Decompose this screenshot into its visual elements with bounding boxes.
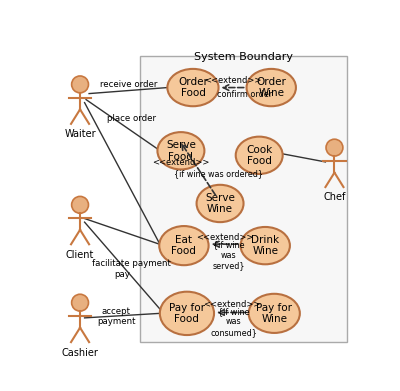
Text: receive order: receive order: [100, 80, 157, 89]
Text: Serve
Food: Serve Food: [166, 140, 196, 161]
Text: Waiter: Waiter: [64, 129, 96, 139]
Text: {if wine
was
consumed}: {if wine was consumed}: [210, 307, 257, 337]
Ellipse shape: [249, 294, 300, 333]
Text: {if wine was ordered}: {if wine was ordered}: [174, 169, 263, 178]
Text: Client: Client: [66, 250, 94, 260]
Ellipse shape: [167, 69, 218, 106]
Text: <<extend>>: <<extend>>: [204, 76, 261, 85]
Text: <<extend>>: <<extend>>: [204, 300, 261, 309]
Text: Drink
Wine: Drink Wine: [251, 235, 279, 256]
Text: place order: place order: [107, 114, 156, 123]
Bar: [140, 56, 346, 342]
Circle shape: [72, 196, 88, 213]
Text: {if wine
was
served}: {if wine was served}: [212, 240, 245, 270]
Text: Pay for
Wine: Pay for Wine: [256, 303, 292, 324]
Text: Order
Wine: Order Wine: [256, 77, 286, 99]
Ellipse shape: [240, 227, 290, 264]
Text: Eat
Food: Eat Food: [172, 235, 196, 256]
Circle shape: [72, 294, 88, 311]
Text: Serve
Wine: Serve Wine: [205, 193, 235, 214]
Text: confirm order: confirm order: [216, 90, 272, 99]
Text: <<extend>>: <<extend>>: [196, 233, 253, 242]
Ellipse shape: [196, 185, 244, 222]
Circle shape: [72, 76, 88, 93]
Ellipse shape: [158, 132, 204, 169]
Ellipse shape: [246, 69, 296, 106]
Text: System Boundary: System Boundary: [194, 52, 293, 63]
Text: pay: pay: [114, 270, 130, 279]
Text: <<extend>>: <<extend>>: [152, 158, 210, 167]
Circle shape: [326, 139, 343, 156]
Text: Cook
Food: Cook Food: [246, 145, 272, 166]
Ellipse shape: [160, 292, 214, 335]
Ellipse shape: [236, 136, 283, 174]
Text: facilitate payment: facilitate payment: [92, 259, 171, 268]
Ellipse shape: [159, 226, 209, 265]
Text: accept
payment: accept payment: [97, 307, 136, 326]
Text: Order
Food: Order Food: [178, 77, 208, 99]
Text: Chef: Chef: [323, 192, 346, 203]
Text: Cashier: Cashier: [62, 348, 98, 357]
Text: Pay for
Food: Pay for Food: [169, 303, 205, 324]
